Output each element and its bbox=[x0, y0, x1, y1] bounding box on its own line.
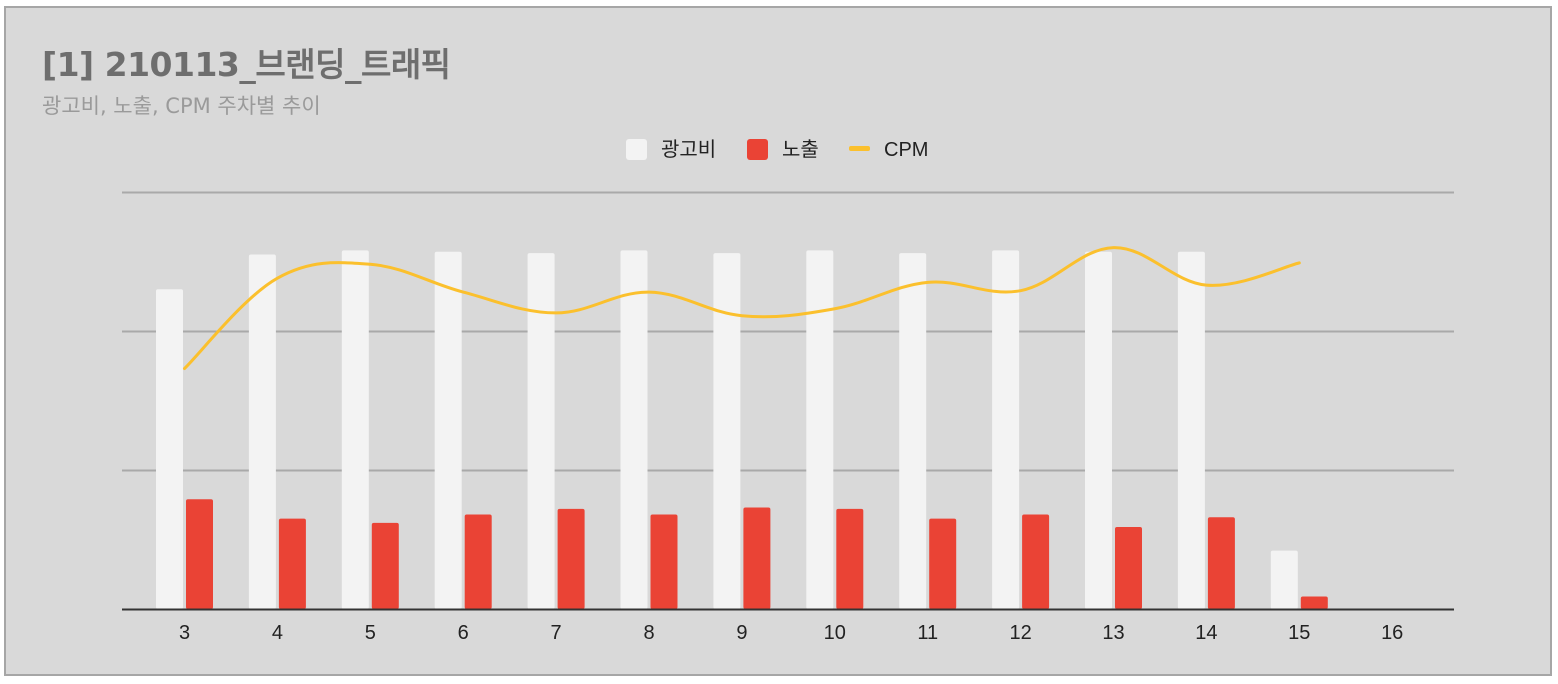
bar-impressions-11[interactable] bbox=[929, 518, 957, 609]
bar-impressions-9[interactable] bbox=[743, 507, 771, 609]
gridlines bbox=[122, 191, 1454, 472]
bar-impressions-10[interactable] bbox=[836, 508, 864, 609]
legend-item-ad-spend[interactable]: 광고비 bbox=[626, 137, 716, 161]
x-tick-label: 3 bbox=[179, 622, 190, 644]
x-tick-label: 8 bbox=[643, 622, 654, 644]
bar-ad-spend-14[interactable] bbox=[1177, 251, 1205, 609]
legend-swatch-cpm bbox=[849, 146, 870, 151]
x-tick-labels: 3 4 5 6 7 8 9 10 11 12 13 14 15 16 bbox=[179, 622, 1403, 644]
bar-impressions-13[interactable] bbox=[1115, 526, 1142, 609]
cpm-line-layer bbox=[183, 246, 1301, 371]
chart-title: [1] 210113_브랜딩_트래픽 bbox=[42, 45, 451, 84]
legend-label-ad-spend: 광고비 bbox=[661, 137, 716, 161]
bar-impressions-5[interactable] bbox=[371, 522, 399, 609]
bar-ad-spend-10[interactable] bbox=[806, 250, 834, 609]
bar-ad-spend-8[interactable] bbox=[620, 250, 648, 609]
bar-ad-spend-5[interactable] bbox=[341, 250, 369, 609]
legend-item-impressions[interactable]: 노출 bbox=[747, 137, 819, 161]
chart-subtitle: 광고비, 노출, CPM 주차별 추이 bbox=[42, 94, 321, 118]
bar-ad-spend-13[interactable] bbox=[1085, 251, 1112, 609]
bar-ad-spend-3[interactable] bbox=[156, 289, 183, 609]
x-tick-label: 10 bbox=[824, 622, 846, 644]
x-tick-label: 7 bbox=[551, 622, 562, 644]
bar-impressions-8[interactable] bbox=[650, 514, 678, 609]
bar-ad-spend-4[interactable] bbox=[248, 254, 276, 610]
bar-ad-spend-6[interactable] bbox=[434, 251, 462, 609]
x-tick-label: 13 bbox=[1102, 622, 1124, 644]
bar-impressions-14[interactable] bbox=[1207, 517, 1235, 609]
x-tick-label: 6 bbox=[458, 622, 469, 644]
bar-impressions-6[interactable] bbox=[464, 514, 492, 609]
x-tick-label: 14 bbox=[1195, 622, 1217, 644]
cpm-line[interactable] bbox=[183, 246, 1301, 371]
bar-ad-spend-7[interactable] bbox=[527, 253, 555, 609]
x-tick-label: 11 bbox=[917, 622, 938, 644]
x-tick-label: 12 bbox=[1009, 622, 1031, 644]
legend-item-cpm[interactable]: CPM bbox=[849, 139, 928, 161]
bar-ad-spend-11[interactable] bbox=[899, 253, 927, 609]
bar-impressions-7[interactable] bbox=[557, 508, 585, 609]
bar-impressions-12[interactable] bbox=[1022, 514, 1050, 609]
bar-impressions-3[interactable] bbox=[186, 499, 213, 609]
bar-impressions-4[interactable] bbox=[278, 518, 306, 609]
legend: 광고비 노출 CPM bbox=[626, 137, 928, 161]
x-tick-label: 16 bbox=[1381, 622, 1403, 644]
bar-ad-spend-12[interactable] bbox=[992, 250, 1020, 609]
bar-ad-spend-15[interactable] bbox=[1270, 550, 1298, 609]
bar-ad-spend-9[interactable] bbox=[713, 253, 741, 609]
x-tick-label: 4 bbox=[272, 622, 283, 644]
legend-swatch-impressions bbox=[747, 139, 768, 160]
x-tick-label: 5 bbox=[365, 622, 376, 644]
x-tick-label: 9 bbox=[736, 622, 747, 644]
bars bbox=[156, 250, 1328, 610]
legend-label-cpm: CPM bbox=[884, 139, 928, 161]
x-tick-label: 15 bbox=[1288, 622, 1310, 644]
legend-label-impressions: 노출 bbox=[782, 137, 819, 161]
legend-swatch-ad-spend bbox=[626, 139, 647, 160]
bar-impressions-15[interactable] bbox=[1300, 596, 1328, 609]
